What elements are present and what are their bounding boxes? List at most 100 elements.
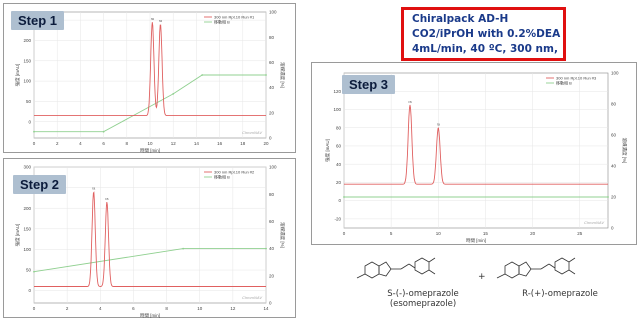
x-tick-label: 10: [147, 141, 153, 146]
y-tick-label: 40: [336, 162, 342, 167]
peak-label: ra: [151, 17, 154, 21]
x-tick-label: 16: [217, 141, 223, 146]
y2-axis-label: 溶媒濃度 [%]: [279, 62, 286, 88]
chart-panel-step2: 0246810121405010015020025030002040608010…: [3, 158, 296, 319]
y2-tick-label: 80: [611, 102, 617, 107]
x-tick-label: 20: [263, 141, 269, 146]
x-axis-label: 時間 [min]: [140, 313, 160, 319]
y2-tick-label: 100: [269, 10, 277, 15]
watermark-text: ChromNAV: [242, 130, 262, 135]
y2-tick-label: 60: [269, 60, 275, 65]
y-tick-label: 100: [23, 79, 31, 84]
s-omeprazole-name: S-(-)-omeprazole: [387, 289, 459, 299]
chromatogram-series-line: [34, 191, 266, 287]
x-tick-label: 14: [194, 141, 200, 146]
peak-label: ra: [105, 197, 108, 201]
esomeprazole-name: (esomeprazole): [389, 299, 457, 309]
s-omeprazole-structure-icon: [356, 257, 436, 279]
y2-tick-label: 80: [269, 192, 275, 197]
legend-entry-gradient: 移動相 B: [214, 174, 230, 180]
watermark-text: ChromNAV: [584, 220, 604, 225]
x-tick-label: 18: [240, 141, 246, 146]
y-tick-label: 20: [336, 180, 342, 185]
condition-column: Chiralpack AD-H: [412, 13, 509, 25]
x-tick-label: 0: [33, 141, 36, 146]
condition-mobile-phase: CO2/iPrOH with 0.2%DEA: [412, 28, 561, 40]
conditions-box: Chiralpack AD-H CO2/iPrOH with 0.2%DEA 4…: [401, 7, 566, 61]
y-tick-label: 80: [336, 125, 342, 130]
r-omeprazole-name: R-(+)-omeprazole: [522, 289, 598, 299]
plot-frame: [343, 72, 609, 229]
y-tick-label: 0: [28, 119, 31, 124]
y2-tick-label: 0: [269, 136, 272, 141]
gradient-point: [172, 93, 175, 95]
chromatogram-step1: 0246810121416182005010015020025002040608…: [14, 10, 286, 154]
plus-sign: +: [478, 272, 486, 282]
y-tick-label: 50: [26, 99, 32, 104]
y2-tick-label: 60: [269, 219, 275, 224]
y2-tick-label: 40: [611, 164, 617, 169]
peak-label: ra: [159, 19, 162, 23]
peak-label: ra: [92, 187, 95, 191]
y-tick-label: 0: [28, 288, 31, 293]
chromatogram-step3: 0 5 10 15 20 25 -20 0 20 40 60 80 100 120 0 20 40 60 80 100…: [324, 71, 628, 244]
y2-tick-label: 0: [269, 301, 272, 306]
y2-tick-label: 40: [269, 246, 275, 251]
step3-label: Step 3: [342, 75, 396, 94]
legend-entry-trace: 300 nm Rpt.10 Run #1: [214, 15, 255, 20]
y-axis-label: 強度 [mAU]: [14, 64, 21, 87]
gradient-point: [182, 247, 185, 250]
chromatogram-step2: 0246810121405010015020025030002040608010…: [14, 165, 286, 319]
chart-panel-step3: 0 5 10 15 20 25 -20 0 20 40 60 80 100 120 0 20 40 60 80 100…: [311, 62, 637, 245]
legend-entry-gradient: 移動相 B: [214, 19, 230, 25]
chromatogram-series-line: [344, 104, 608, 185]
x-tick-label: 20: [530, 231, 536, 236]
y2-tick-label: 80: [269, 35, 275, 40]
r-omeprazole-caption: R-(+)-omeprazole: [510, 289, 610, 299]
y-axis-label: 強度 [mAU]: [14, 224, 21, 247]
x-tick-label: 4: [99, 306, 102, 311]
x-tick-label: 8: [165, 306, 168, 311]
x-axis-label: 時間 [min]: [140, 148, 160, 154]
x-tick-label: 5: [390, 231, 393, 236]
legend-entry-trace: 300 nm Rpt.10 Run #2: [214, 170, 255, 175]
y-tick-label: 200: [23, 38, 31, 43]
y2-tick-label: 40: [269, 85, 275, 90]
y-tick-label: -20: [334, 216, 341, 221]
y-tick-label: 100: [333, 107, 341, 112]
watermark-text: ChromNAV: [242, 295, 262, 300]
x-tick-label: 2: [66, 306, 69, 311]
y2-tick-label: 0: [611, 226, 614, 231]
y-tick-label: 150: [23, 58, 31, 63]
plot-frame: [33, 166, 267, 304]
x-tick-label: 10: [197, 306, 203, 311]
chart-panel-step1: 0246810121416182005010015020025002040608…: [3, 3, 296, 154]
x-tick-label: 6: [102, 141, 105, 146]
y-tick-label: 120: [333, 89, 341, 94]
x-tick-label: 14: [263, 306, 269, 311]
y-tick-label: 60: [336, 144, 342, 149]
y-tick-label: 150: [23, 226, 31, 231]
x-tick-label: 8: [126, 141, 129, 146]
peak-label: ra: [437, 123, 440, 127]
r-omeprazole-structure-icon: [496, 257, 576, 279]
s-omeprazole-caption: S-(-)-omeprazole (esomeprazole): [378, 289, 468, 309]
y2-tick-label: 20: [611, 195, 617, 200]
x-tick-label: 0: [33, 306, 36, 311]
gradient-point: [607, 196, 609, 198]
y2-tick-label: 60: [611, 133, 617, 138]
legend-entry-gradient: 移動相 B: [556, 80, 572, 86]
peak-label: ra: [408, 100, 411, 104]
gradient-point: [343, 196, 345, 198]
step1-label: Step 1: [11, 11, 65, 30]
legend-entry-trace: 300 nm Rpt.10 Run #3: [556, 76, 597, 81]
y2-tick-label: 100: [269, 165, 277, 170]
x-tick-label: 2: [56, 141, 59, 146]
gradient-point: [33, 270, 35, 273]
gradient-point: [33, 130, 35, 133]
y2-tick-label: 20: [269, 273, 275, 278]
x-tick-label: 12: [230, 306, 236, 311]
y2-tick-label: 100: [611, 71, 619, 76]
x-tick-label: 0: [343, 231, 346, 236]
x-tick-label: 15: [483, 231, 489, 236]
